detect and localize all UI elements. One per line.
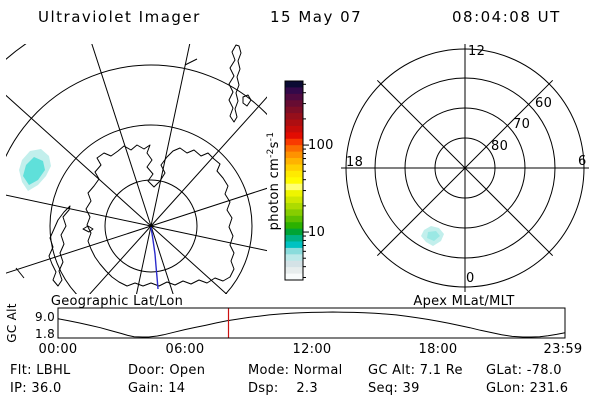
status-flt: Flt: LBHL: [10, 363, 71, 378]
status-dsp: Dsp: 2.3: [248, 381, 318, 396]
mlt-label-12: 12: [468, 44, 486, 59]
colorbar-unit-label: photon cm-2s-1: [265, 131, 283, 231]
mlt-spoke-lines: [341, 44, 589, 292]
status-gcalt: GC Alt: 7.1 Re: [368, 363, 463, 378]
aurora-patch-apex-core: [427, 231, 440, 241]
mlat-label-70: 70: [513, 117, 531, 132]
strip-ylabel: GC Alt: [5, 303, 19, 343]
status-glat: GLat: -78.0: [486, 363, 562, 378]
status-seq: Seq: 39: [368, 381, 420, 396]
colorbar-tick-10: 10: [308, 225, 326, 240]
coastline-island: [242, 94, 252, 107]
mlt-label-18: 18: [346, 155, 364, 170]
longitude-grid-lines: [6, 44, 267, 294]
strip-ytick-9: 9.0: [35, 310, 55, 324]
mlt-label-0: 0: [466, 271, 475, 286]
status-mode: Mode: Normal: [248, 363, 343, 378]
latitude-grid-circles: [6, 44, 267, 294]
gc-alt-curve: [57, 311, 566, 338]
coastline-antarctica: [85, 144, 235, 287]
time-label: 08:04:08 UT: [452, 8, 561, 26]
mlat-rings: [345, 48, 585, 288]
map-caption: Geographic Lat/Lon: [50, 294, 184, 309]
strip-xtick-0600: 06:00: [165, 342, 205, 357]
geographic-map: [6, 44, 267, 294]
grid-tick: [184, 58, 198, 66]
mlat-label-80: 80: [491, 139, 509, 154]
strip-xtick-1800: 18:00: [418, 342, 458, 357]
status-gain: Gain: 14: [128, 381, 186, 396]
gc-alt-strip-chart: [57, 307, 566, 339]
date-label: 15 May 07: [270, 8, 363, 26]
strip-xtick-2359: 23:59: [543, 342, 583, 357]
spacecraft-track: [150, 226, 159, 290]
mlat-label-60: 60: [535, 96, 553, 111]
polar-caption: Apex MLat/MLT: [413, 294, 515, 309]
coastline-islet: [82, 225, 94, 233]
colorbar-gradient: [285, 81, 303, 281]
strip-xtick-0000: 00:00: [38, 342, 78, 357]
strip-frame: [57, 307, 566, 339]
status-door: Door: Open: [128, 363, 206, 378]
status-ip: IP: 36.0: [10, 381, 62, 396]
app-title: Ultraviolet Imager: [38, 8, 201, 26]
coastline-south-america: [228, 44, 242, 123]
status-glon: GLon: 231.6: [486, 381, 569, 396]
strip-ytick-1.8: 1.8: [35, 327, 55, 341]
colorbar-ticks: [303, 83, 309, 279]
colorbar-frame: [284, 80, 304, 281]
coastline-peninsula: [48, 205, 71, 287]
colorbar-tick-100: 100: [308, 138, 334, 153]
mlt-label-6: 6: [578, 154, 587, 169]
aurora-patch-geo-core: [23, 157, 45, 185]
apex-polar-plot: [341, 44, 589, 292]
strip-xtick-1200: 12:00: [292, 342, 332, 357]
grid-tick: [15, 267, 25, 279]
